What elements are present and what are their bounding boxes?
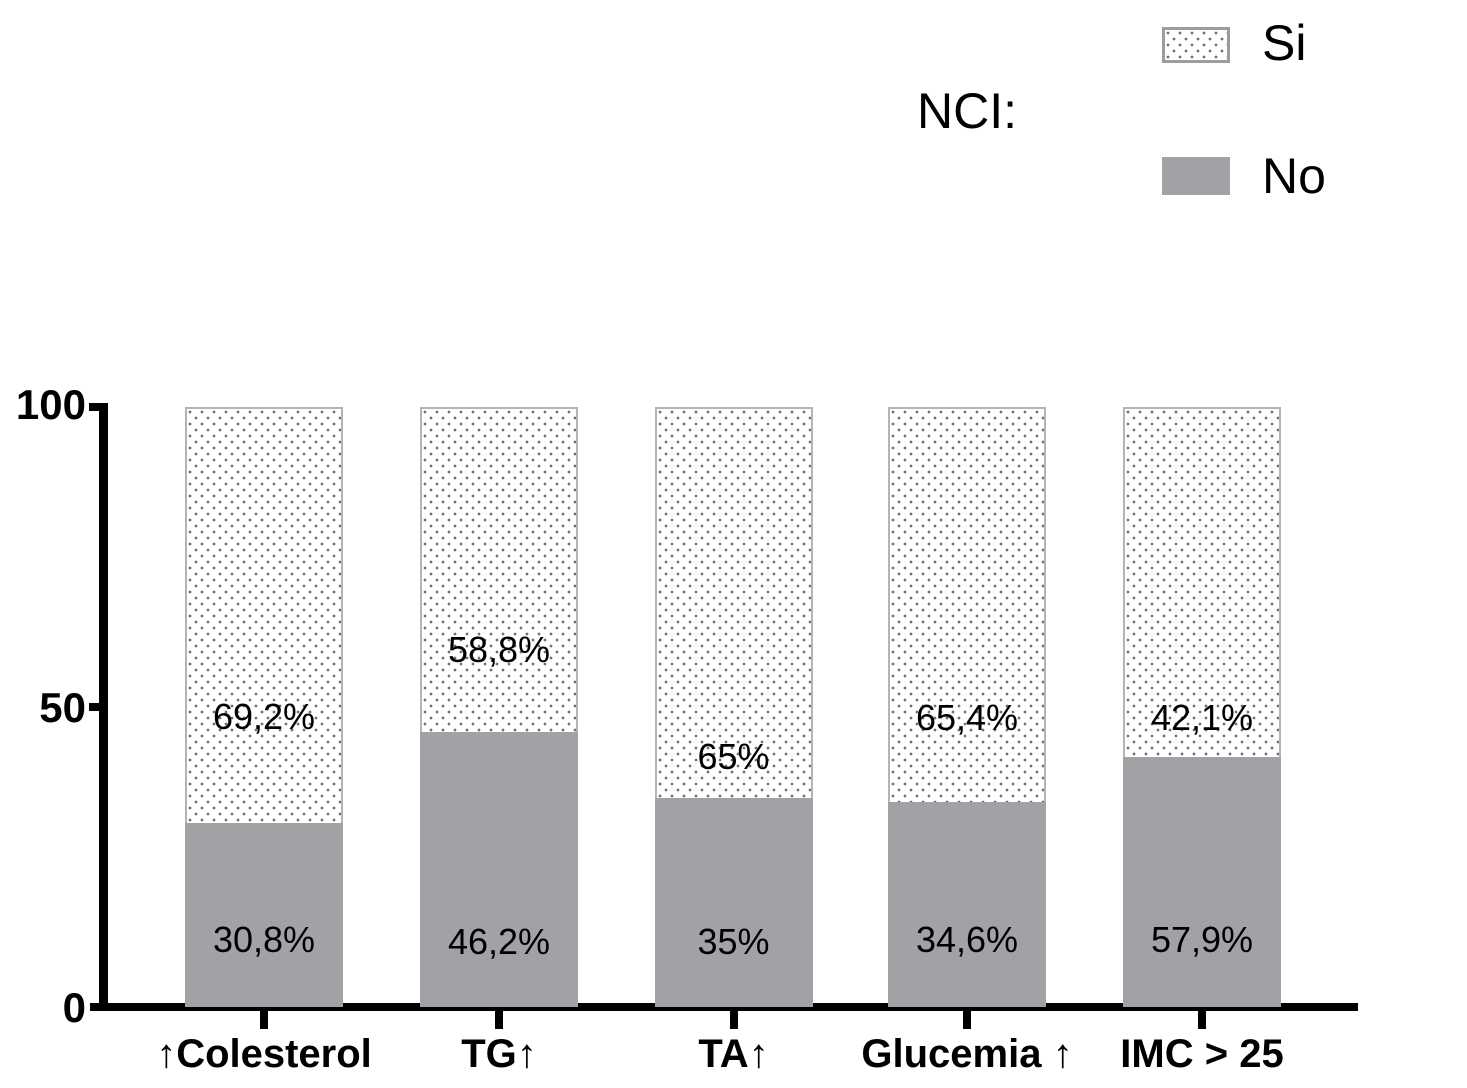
bar-3: 65% 35% <box>654 407 813 1007</box>
y-tick-100 <box>89 403 108 411</box>
no-value-label: 57,9% <box>1150 918 1254 960</box>
legend-no-label: No <box>1262 148 1326 204</box>
x-axis-label: Glucemia ↑ <box>861 1032 1073 1076</box>
no-value-label: 35% <box>697 921 770 963</box>
no-value-label: 46,2% <box>447 921 551 963</box>
no-value-label: 30,8% <box>212 918 316 960</box>
si-value-label: 65% <box>697 735 770 777</box>
bar-no-segment <box>185 822 343 1007</box>
bar-1: 69,2% 30,8% <box>185 407 343 1007</box>
y-tick-50 <box>89 703 108 711</box>
x-axis-tick <box>963 1011 971 1029</box>
y-tick-label-0: 0 <box>62 984 86 1031</box>
si-value-label: 42,1% <box>1150 696 1254 738</box>
y-tick-label-50: 50 <box>39 684 86 731</box>
bar-5: 42,1% 57,9% <box>1123 407 1281 1007</box>
no-value-label: 34,6% <box>915 918 1019 960</box>
x-axis-tick <box>495 1011 503 1029</box>
bar-no-segment <box>654 798 813 1007</box>
bar-si-segment <box>1123 407 1281 757</box>
x-axis-label: ↑Colesterol <box>156 1032 372 1076</box>
bar-si-segment <box>654 407 813 799</box>
bar-no-segment <box>420 732 578 1007</box>
legend-no-swatch-icon <box>1162 157 1230 195</box>
bar-si-segment <box>888 407 1046 802</box>
bar-no-segment <box>888 801 1046 1007</box>
x-axis-label: TG↑ <box>461 1032 537 1076</box>
y-tick-label-100: 100 <box>15 381 86 428</box>
x-axis-label: IMC > 25 <box>1120 1032 1284 1076</box>
si-value-label: 69,2% <box>212 696 316 738</box>
bar-4: 65,4% 34,6% <box>888 407 1046 1007</box>
si-value-label: 65,4% <box>915 696 1019 738</box>
bar-2: 58,8% 46,2% <box>420 407 578 1007</box>
legend-si-swatch-icon <box>1162 27 1230 63</box>
x-axis <box>90 1003 1358 1011</box>
bar-si-segment <box>185 407 343 823</box>
x-axis-tick <box>729 1011 738 1029</box>
bar-si-segment <box>420 407 578 733</box>
x-axis-tick <box>260 1011 268 1029</box>
legend-title: NCI: <box>917 83 1017 139</box>
si-value-label: 58,8% <box>447 629 551 670</box>
x-axis-label: TA↑ <box>698 1032 769 1076</box>
x-axis-tick <box>1198 1011 1206 1029</box>
legend-si-label: Si <box>1262 15 1307 71</box>
bar-no-segment <box>1123 756 1281 1007</box>
